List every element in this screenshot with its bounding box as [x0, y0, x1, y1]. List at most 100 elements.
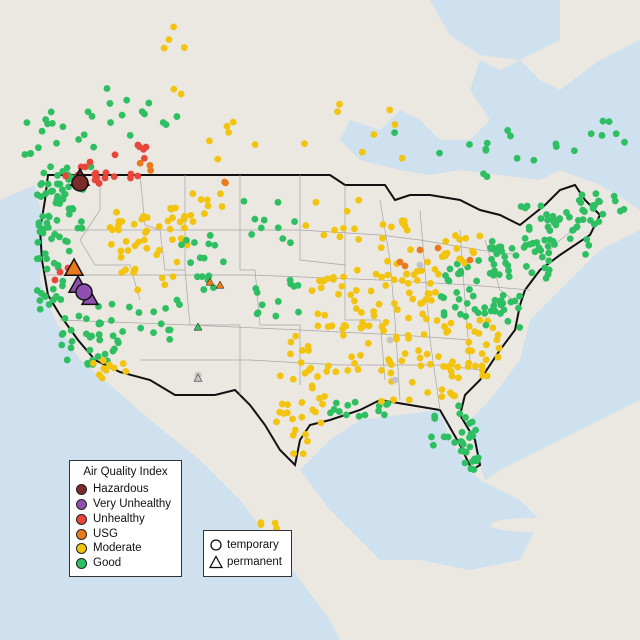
- monitor-marker[interactable]: [386, 106, 394, 114]
- monitor-marker[interactable]: [587, 217, 594, 224]
- monitor-marker[interactable]: [417, 300, 424, 307]
- monitor-marker[interactable]: [471, 328, 479, 335]
- monitor-marker[interactable]: [351, 359, 358, 367]
- monitor-marker[interactable]: [95, 320, 103, 328]
- monitor-marker[interactable]: [271, 519, 279, 527]
- monitor-marker[interactable]: [130, 220, 138, 228]
- monitor-marker[interactable]: [544, 223, 552, 231]
- monitor-marker[interactable]: [153, 251, 161, 259]
- monitor-marker[interactable]: [466, 347, 474, 355]
- monitor-marker[interactable]: [80, 131, 88, 139]
- monitor-marker[interactable]: [353, 266, 361, 274]
- monitor-marker[interactable]: [350, 297, 358, 305]
- monitor-marker[interactable]: [135, 309, 143, 316]
- monitor-marker[interactable]: [95, 331, 103, 338]
- monitor-marker[interactable]: [75, 312, 83, 320]
- monitor-marker[interactable]: [203, 196, 211, 204]
- monitor-marker[interactable]: [500, 306, 508, 314]
- monitor-marker[interactable]: [355, 235, 363, 243]
- monitor-marker[interactable]: [91, 170, 99, 178]
- monitor-marker[interactable]: [218, 203, 226, 210]
- monitor-marker[interactable]: [358, 148, 366, 156]
- monitor-marker[interactable]: [391, 129, 398, 137]
- monitor-marker[interactable]: [545, 249, 553, 257]
- monitor-marker[interactable]: [110, 173, 118, 181]
- monitor-marker[interactable]: [384, 400, 392, 408]
- monitor-marker[interactable]: [23, 119, 31, 127]
- monitor-marker[interactable]: [343, 207, 351, 215]
- monitor-marker[interactable]: [308, 287, 316, 295]
- monitor-marker[interactable]: [451, 392, 459, 400]
- monitor-marker[interactable]: [298, 399, 306, 406]
- monitor-marker[interactable]: [251, 141, 259, 148]
- monitor-marker[interactable]: [47, 188, 55, 195]
- monitor-marker[interactable]: [138, 108, 146, 116]
- monitor-marker[interactable]: [56, 233, 63, 241]
- monitor-marker[interactable]: [448, 372, 456, 380]
- monitor-marker[interactable]: [531, 248, 539, 256]
- monitor-marker[interactable]: [86, 333, 94, 341]
- monitor-marker[interactable]: [56, 268, 64, 276]
- usg-monitor[interactable]: [215, 280, 225, 289]
- monitor-marker[interactable]: [569, 226, 577, 234]
- monitor-marker[interactable]: [466, 443, 474, 451]
- monitor-marker[interactable]: [434, 244, 442, 252]
- monitor-marker[interactable]: [200, 254, 208, 262]
- monitor-marker[interactable]: [74, 224, 82, 232]
- monitor-marker[interactable]: [577, 199, 585, 207]
- monitor-marker[interactable]: [482, 321, 490, 329]
- monitor-marker[interactable]: [405, 289, 413, 297]
- monitor-marker[interactable]: [220, 258, 227, 266]
- monitor-marker[interactable]: [63, 356, 71, 364]
- monitor-marker[interactable]: [440, 311, 448, 319]
- monitor-marker[interactable]: [291, 218, 298, 225]
- monitor-marker[interactable]: [549, 237, 557, 245]
- monitor-marker[interactable]: [75, 136, 82, 143]
- very-unhealthy-monitor[interactable]: [75, 283, 93, 301]
- monitor-marker[interactable]: [38, 180, 46, 187]
- monitor-marker[interactable]: [462, 234, 470, 242]
- monitor-marker[interactable]: [336, 233, 344, 241]
- monitor-marker[interactable]: [314, 373, 321, 380]
- monitor-marker[interactable]: [33, 287, 41, 294]
- monitor-marker[interactable]: [52, 293, 60, 300]
- monitor-marker[interactable]: [378, 397, 385, 405]
- monitor-marker[interactable]: [488, 245, 496, 253]
- monitor-marker[interactable]: [579, 216, 587, 224]
- monitor-marker[interactable]: [370, 131, 378, 138]
- monitor-marker[interactable]: [543, 211, 550, 218]
- monitor-marker[interactable]: [435, 270, 442, 278]
- monitor-marker[interactable]: [482, 356, 490, 364]
- monitor-marker[interactable]: [40, 169, 48, 177]
- usg-monitor[interactable]: [205, 277, 215, 286]
- monitor-marker[interactable]: [84, 108, 92, 116]
- monitor-marker[interactable]: [471, 362, 479, 370]
- monitor-marker[interactable]: [470, 466, 478, 473]
- monitor-marker[interactable]: [422, 296, 430, 303]
- monitor-marker[interactable]: [530, 156, 538, 164]
- monitor-marker[interactable]: [166, 225, 174, 233]
- monitor-marker[interactable]: [94, 353, 102, 360]
- monitor-marker[interactable]: [354, 366, 362, 373]
- monitor-marker[interactable]: [379, 221, 387, 228]
- monitor-marker[interactable]: [549, 212, 557, 220]
- monitor-marker[interactable]: [59, 195, 67, 203]
- monitor-marker[interactable]: [538, 253, 546, 261]
- monitor-marker[interactable]: [183, 236, 190, 244]
- monitor-marker[interactable]: [169, 236, 176, 244]
- monitor-marker[interactable]: [598, 132, 606, 139]
- monitor-marker[interactable]: [34, 238, 42, 246]
- monitor-marker[interactable]: [461, 259, 468, 267]
- monitor-marker[interactable]: [289, 375, 297, 383]
- monitor-marker[interactable]: [86, 158, 94, 166]
- monitor-marker[interactable]: [150, 329, 157, 336]
- monitor-marker[interactable]: [44, 180, 52, 188]
- monitor-marker[interactable]: [54, 172, 61, 179]
- monitor-marker[interactable]: [43, 265, 51, 273]
- monitor-marker[interactable]: [58, 341, 66, 349]
- monitor-marker[interactable]: [131, 265, 139, 273]
- monitor-marker[interactable]: [324, 362, 332, 370]
- monitor-marker[interactable]: [476, 316, 484, 324]
- monitor-marker[interactable]: [505, 267, 512, 275]
- monitor-marker[interactable]: [355, 196, 363, 204]
